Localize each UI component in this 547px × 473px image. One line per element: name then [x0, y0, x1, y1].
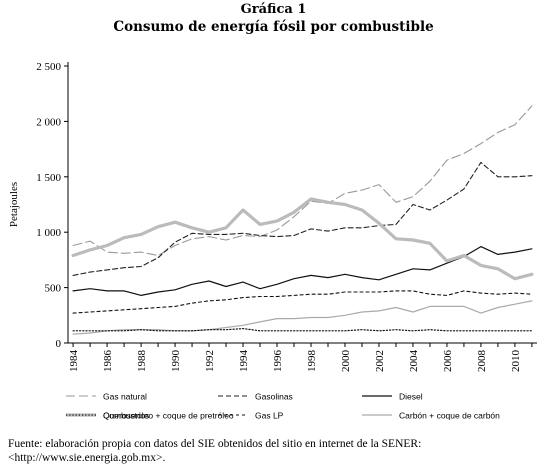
x-tick-label: 1988: [136, 350, 148, 373]
series-line: [72, 105, 533, 257]
x-tick-label: 1996: [272, 350, 284, 373]
y-tick-label: 1 000: [36, 227, 61, 239]
legend-label: Combustóleo + coque de pretróleo: [103, 411, 234, 421]
series-line: [72, 328, 533, 332]
legend-label: Gas LP: [255, 411, 284, 421]
series-line: [72, 161, 533, 276]
source-note: Fuente: elaboración propia con datos del…: [8, 438, 422, 464]
legend-label: Querosenos: [103, 411, 149, 421]
figure-label: Gráfica 1: [240, 2, 307, 17]
series-line: [71, 197, 534, 281]
line-chart: 0 500 1 000 1 500 2 000 2 500 Petajoules 1984 19…: [8, 61, 537, 421]
x-tick-label: 1986: [102, 350, 114, 373]
x-tick-label: 1994: [238, 350, 250, 373]
legend-label: Carbón + coque de carbón: [399, 411, 500, 421]
x-tick-label: 2006: [442, 350, 454, 373]
x-tick-label: 2004: [408, 350, 420, 373]
x-tick-label: 1998: [306, 350, 318, 373]
legend-label: Gas natural: [103, 392, 147, 402]
y-axis-label: Petajoules: [8, 182, 20, 227]
y-tick-label: 500: [45, 283, 62, 295]
y-tick-label: 0: [56, 338, 62, 350]
series-line: [72, 290, 533, 314]
x-tick-label: 2002: [374, 350, 386, 372]
series-line: [72, 300, 533, 335]
x-tick-label: 1984: [68, 350, 80, 373]
x-tick-label: 2010: [510, 350, 522, 373]
chart-title: Consumo de energía fósil por combustible: [113, 19, 434, 35]
y-tick-label: 2 500: [36, 61, 61, 73]
x-tick-label: 2000: [340, 350, 352, 373]
legend-label: Gasolinas: [255, 392, 293, 402]
legend-label: Diesel: [399, 392, 423, 402]
y-tick-label: 1 500: [36, 172, 61, 184]
series-line: [72, 246, 533, 296]
x-tick-label: 1990: [170, 350, 182, 373]
x-tick-label: 2008: [476, 350, 488, 373]
y-tick-label: 2 000: [36, 116, 61, 128]
x-tick-label: 1992: [204, 350, 216, 372]
